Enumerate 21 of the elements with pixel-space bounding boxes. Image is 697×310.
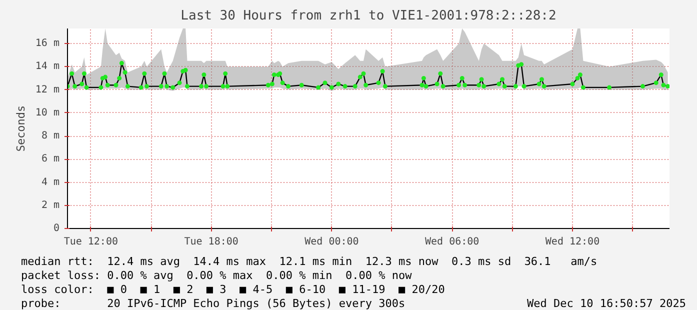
x-tick-label: Wed 12:00 xyxy=(545,236,600,248)
y-tick-label: 14 m xyxy=(35,61,60,72)
y-tick-label: 0 xyxy=(53,223,60,234)
y-tick-label: 2 m xyxy=(41,200,60,211)
chart-title: Last 30 Hours from zrh1 to VIE1-2001:978:2::28:2 xyxy=(180,8,556,24)
x-tick-label: Wed 00:00 xyxy=(304,236,359,248)
y-axis-title: Seconds xyxy=(14,105,28,152)
text: Wed Dec 10 16:50:57 2025 xyxy=(527,297,686,310)
y-tick-label: 8 m xyxy=(41,130,60,142)
y-tick-label: 10 m xyxy=(35,107,60,118)
text: probe: 20 IPv6-ICMP Echo Pings (56 Bytes) every 300s xyxy=(21,297,406,310)
x-tick-label: Tue 12:00 xyxy=(64,236,118,248)
x-tick-label: Tue 18:00 xyxy=(184,236,238,248)
text: packet loss: 0.00 % avg 0.00 % max 0.00 % min 0.00 % now xyxy=(21,269,413,283)
y-tick-label: 6 m xyxy=(41,154,60,165)
text: loss color: ■ 0 ■ 1 ■ 2 ■ 3 ■ 4-5 ■ 6-10 ■ 11-19 ■ 20/20 xyxy=(21,283,446,297)
y-tick-label: 4 m xyxy=(41,176,60,188)
x-tick-label: Wed 06:00 xyxy=(425,236,480,248)
y-tick-label: 12 m xyxy=(35,84,60,96)
y-tick-label: 16 m xyxy=(35,38,60,50)
text: median rtt: 12.4 ms avg 14.4 ms max 12.1 ms min 12.3 ms now 0.3 ms sd 36.1 am/s xyxy=(21,255,598,269)
